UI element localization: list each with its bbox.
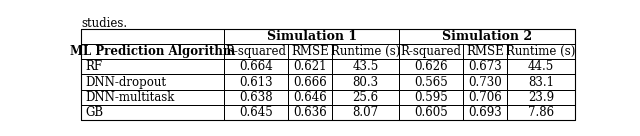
Bar — [399, 90, 463, 105]
Text: 83.1: 83.1 — [528, 75, 554, 89]
Text: R-squared: R-squared — [401, 45, 461, 58]
Bar — [81, 90, 224, 105]
Text: 0.565: 0.565 — [414, 75, 448, 89]
Text: Runtime (s): Runtime (s) — [506, 45, 575, 58]
Bar — [288, 74, 332, 90]
Text: 23.9: 23.9 — [528, 91, 554, 104]
Bar — [463, 59, 507, 74]
Bar — [463, 105, 507, 120]
Bar — [224, 74, 288, 90]
Bar — [463, 90, 507, 105]
Bar — [463, 74, 507, 90]
Bar — [81, 29, 575, 120]
Text: 0.645: 0.645 — [239, 106, 273, 119]
Bar — [399, 105, 463, 120]
Bar — [288, 90, 332, 105]
Bar — [399, 44, 463, 59]
Text: 0.605: 0.605 — [414, 106, 448, 119]
Bar — [288, 59, 332, 74]
Text: 0.730: 0.730 — [468, 75, 502, 89]
Bar — [332, 74, 399, 90]
Text: Runtime (s): Runtime (s) — [331, 45, 401, 58]
Bar — [332, 90, 399, 105]
Bar — [224, 29, 399, 44]
Bar — [288, 105, 332, 120]
Bar — [507, 44, 575, 59]
Text: 0.664: 0.664 — [239, 60, 273, 73]
Bar — [399, 59, 463, 74]
Bar — [81, 29, 224, 44]
Text: DNN-multitask: DNN-multitask — [86, 91, 175, 104]
Text: 7.86: 7.86 — [528, 106, 554, 119]
Bar — [332, 44, 399, 59]
Text: Simulation 1: Simulation 1 — [267, 30, 357, 43]
Text: ML Prediction Algorithm: ML Prediction Algorithm — [70, 45, 236, 58]
Text: 43.5: 43.5 — [353, 60, 379, 73]
Text: 0.666: 0.666 — [293, 75, 327, 89]
Bar — [507, 105, 575, 120]
Text: RMSE: RMSE — [466, 45, 504, 58]
Text: 0.706: 0.706 — [468, 91, 502, 104]
Text: RF: RF — [86, 60, 102, 73]
Text: 0.626: 0.626 — [414, 60, 448, 73]
Bar — [288, 44, 332, 59]
Bar — [224, 59, 288, 74]
Text: DNN-dropout: DNN-dropout — [86, 75, 166, 89]
Bar — [332, 59, 399, 74]
Text: 0.636: 0.636 — [293, 106, 327, 119]
Bar — [399, 74, 463, 90]
Bar — [81, 59, 224, 74]
Bar — [507, 59, 575, 74]
Text: 80.3: 80.3 — [353, 75, 379, 89]
Text: 0.613: 0.613 — [239, 75, 273, 89]
Text: 0.693: 0.693 — [468, 106, 502, 119]
Text: 25.6: 25.6 — [353, 91, 379, 104]
Text: R-squared: R-squared — [225, 45, 287, 58]
Text: 8.07: 8.07 — [353, 106, 379, 119]
Bar — [81, 105, 224, 120]
Text: studies.: studies. — [81, 17, 127, 30]
Text: 0.621: 0.621 — [293, 60, 326, 73]
Bar — [463, 44, 507, 59]
Text: RMSE: RMSE — [291, 45, 329, 58]
Text: 0.595: 0.595 — [414, 91, 448, 104]
Bar — [507, 74, 575, 90]
Bar — [332, 105, 399, 120]
Bar — [507, 90, 575, 105]
Bar — [81, 44, 224, 59]
Text: 0.673: 0.673 — [468, 60, 502, 73]
Text: GB: GB — [86, 106, 104, 119]
Text: 0.646: 0.646 — [293, 91, 327, 104]
Bar — [224, 44, 288, 59]
Bar — [224, 90, 288, 105]
Text: 44.5: 44.5 — [528, 60, 554, 73]
Bar — [81, 74, 224, 90]
Text: Simulation 2: Simulation 2 — [442, 30, 532, 43]
Bar — [399, 29, 575, 44]
Text: 0.638: 0.638 — [239, 91, 273, 104]
Bar — [224, 105, 288, 120]
